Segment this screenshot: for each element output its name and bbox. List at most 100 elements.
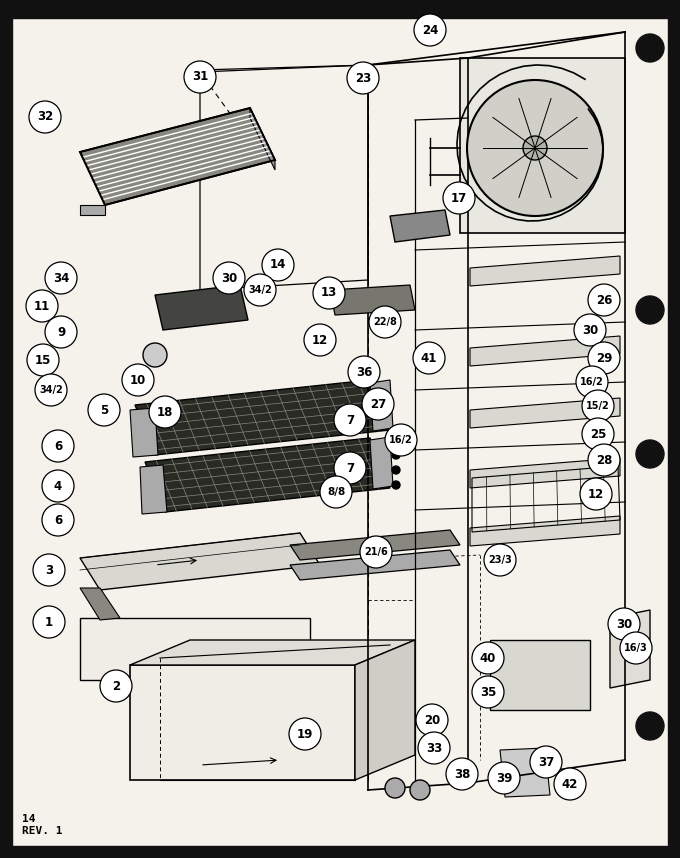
Circle shape xyxy=(42,430,74,462)
Circle shape xyxy=(88,394,120,426)
Polygon shape xyxy=(80,108,275,205)
Text: 14
REV. 1: 14 REV. 1 xyxy=(22,814,63,836)
Circle shape xyxy=(320,476,352,508)
Circle shape xyxy=(213,262,245,294)
Circle shape xyxy=(588,444,620,476)
Circle shape xyxy=(608,608,640,640)
Bar xyxy=(460,58,625,233)
Polygon shape xyxy=(390,210,450,242)
Text: 10: 10 xyxy=(130,373,146,386)
Circle shape xyxy=(244,274,276,306)
Polygon shape xyxy=(290,550,460,580)
Text: 3: 3 xyxy=(45,564,53,577)
Circle shape xyxy=(143,343,167,367)
Polygon shape xyxy=(0,0,12,858)
Text: 18: 18 xyxy=(157,406,173,419)
Text: 5: 5 xyxy=(100,403,108,416)
Text: 23: 23 xyxy=(355,71,371,84)
Circle shape xyxy=(588,342,620,374)
Polygon shape xyxy=(470,256,620,286)
Circle shape xyxy=(554,768,586,800)
Text: 35: 35 xyxy=(480,686,496,698)
Polygon shape xyxy=(330,285,415,315)
Text: 13: 13 xyxy=(321,287,337,299)
Circle shape xyxy=(488,762,520,794)
Text: 15: 15 xyxy=(35,353,51,366)
Text: 1: 1 xyxy=(45,615,53,629)
Text: 8/8: 8/8 xyxy=(327,487,345,497)
Polygon shape xyxy=(470,458,620,488)
Text: 34/2: 34/2 xyxy=(248,285,272,295)
Polygon shape xyxy=(290,530,460,560)
Circle shape xyxy=(392,481,400,489)
Text: 30: 30 xyxy=(616,618,632,631)
Polygon shape xyxy=(370,380,393,431)
Text: 38: 38 xyxy=(454,768,470,781)
Polygon shape xyxy=(370,437,393,489)
Circle shape xyxy=(184,61,216,93)
Circle shape xyxy=(620,632,652,664)
Text: 32: 32 xyxy=(37,111,53,124)
Circle shape xyxy=(289,718,321,750)
Circle shape xyxy=(636,440,664,468)
Text: 37: 37 xyxy=(538,756,554,769)
Polygon shape xyxy=(145,438,390,512)
Circle shape xyxy=(35,374,67,406)
Text: 42: 42 xyxy=(562,777,578,790)
Text: 2: 2 xyxy=(112,680,120,692)
Text: 27: 27 xyxy=(370,397,386,410)
Circle shape xyxy=(580,478,612,510)
Text: 17: 17 xyxy=(451,191,467,204)
Circle shape xyxy=(369,306,401,338)
Text: 41: 41 xyxy=(421,352,437,365)
Polygon shape xyxy=(610,610,650,688)
Text: 21/6: 21/6 xyxy=(364,547,388,557)
Circle shape xyxy=(348,356,380,388)
Text: 12: 12 xyxy=(588,487,604,500)
Circle shape xyxy=(262,249,294,281)
Polygon shape xyxy=(130,640,415,665)
Text: 34/2: 34/2 xyxy=(39,385,63,395)
Polygon shape xyxy=(80,618,310,680)
Polygon shape xyxy=(470,516,620,546)
Text: 6: 6 xyxy=(54,513,62,527)
Text: 7: 7 xyxy=(346,462,354,474)
Circle shape xyxy=(636,296,664,324)
Polygon shape xyxy=(130,408,158,457)
Circle shape xyxy=(334,404,366,436)
Circle shape xyxy=(530,746,562,778)
Circle shape xyxy=(636,712,664,740)
Circle shape xyxy=(100,670,132,702)
Circle shape xyxy=(360,536,392,568)
Polygon shape xyxy=(0,0,680,18)
Circle shape xyxy=(27,344,59,376)
Circle shape xyxy=(42,504,74,536)
Circle shape xyxy=(362,388,394,420)
Text: 26: 26 xyxy=(596,293,612,306)
Polygon shape xyxy=(80,588,120,620)
Circle shape xyxy=(385,778,405,798)
Text: 30: 30 xyxy=(221,271,237,285)
Polygon shape xyxy=(135,380,390,455)
Circle shape xyxy=(42,470,74,502)
Circle shape xyxy=(413,342,445,374)
Text: 11: 11 xyxy=(34,299,50,312)
Text: 30: 30 xyxy=(582,323,598,336)
Text: 28: 28 xyxy=(596,454,612,467)
Text: 39: 39 xyxy=(496,771,512,784)
Polygon shape xyxy=(130,665,355,780)
Circle shape xyxy=(582,390,614,422)
Text: 24: 24 xyxy=(422,23,438,37)
Circle shape xyxy=(416,704,448,736)
Circle shape xyxy=(523,136,547,160)
Polygon shape xyxy=(500,748,550,797)
Circle shape xyxy=(45,316,77,348)
Text: 7: 7 xyxy=(346,414,354,426)
Polygon shape xyxy=(250,108,275,170)
Text: 34: 34 xyxy=(53,271,69,285)
Circle shape xyxy=(29,101,61,133)
Polygon shape xyxy=(140,465,167,514)
Circle shape xyxy=(385,424,417,456)
Polygon shape xyxy=(80,533,320,590)
Circle shape xyxy=(484,544,516,576)
